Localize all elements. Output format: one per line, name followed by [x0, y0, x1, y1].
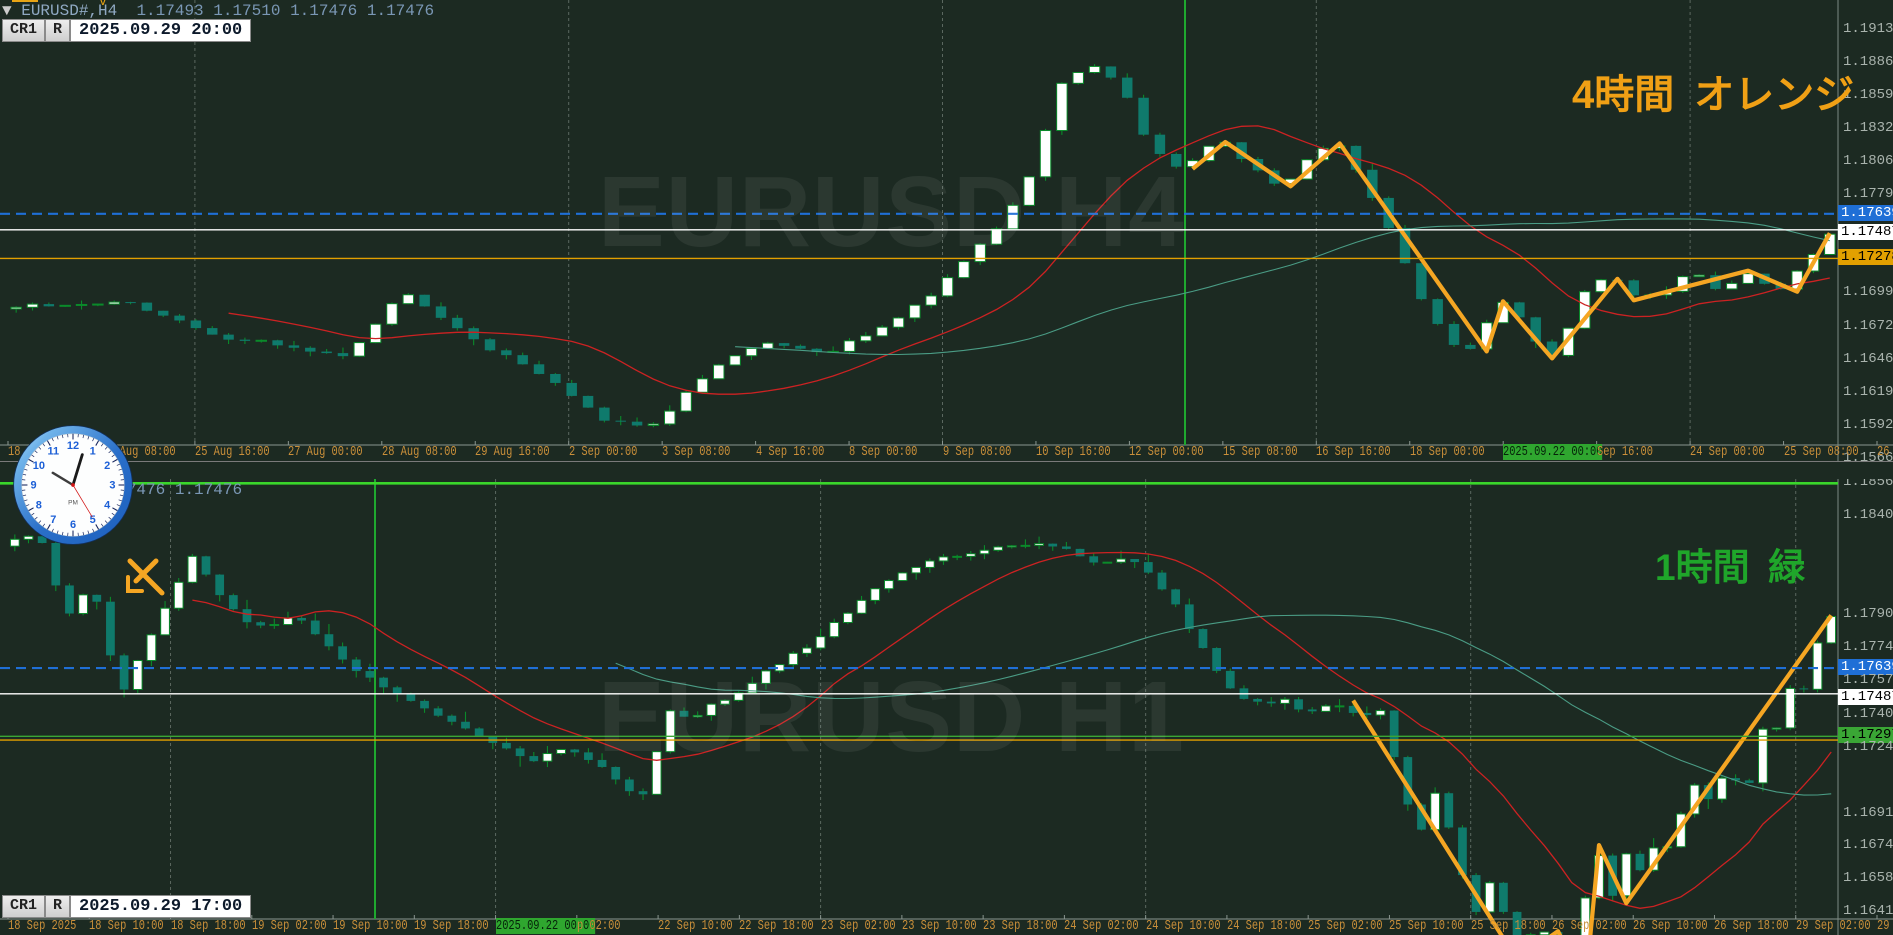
svg-text:6: 6: [70, 519, 76, 531]
svg-text:11: 11: [47, 445, 59, 457]
svg-text:2: 2: [104, 460, 110, 472]
svg-text:4: 4: [104, 499, 111, 511]
svg-text:8: 8: [36, 499, 42, 511]
svg-text:5: 5: [90, 514, 96, 526]
svg-text:7: 7: [50, 514, 56, 526]
svg-text:9: 9: [30, 480, 36, 492]
svg-text:3: 3: [109, 480, 115, 492]
svg-text:1: 1: [90, 445, 96, 457]
svg-text:12: 12: [67, 440, 79, 452]
svg-text:10: 10: [33, 460, 45, 472]
svg-text:PM: PM: [68, 500, 78, 507]
